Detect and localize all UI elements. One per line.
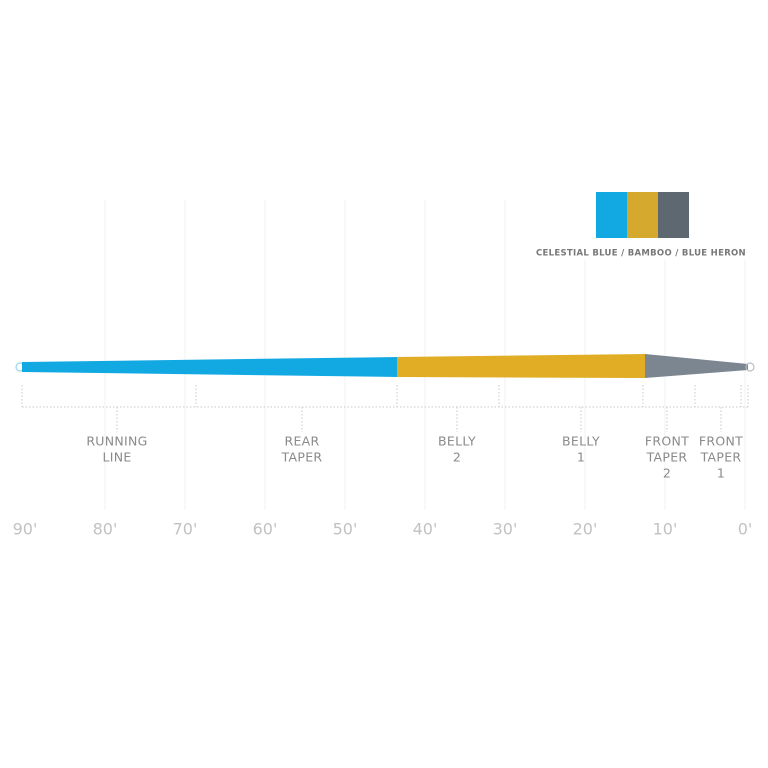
color-swatches: [596, 192, 689, 238]
legend-label: CELESTIAL BLUE / BAMBOO / BLUE HERON: [536, 249, 746, 259]
section-label: 1: [577, 450, 585, 465]
section-label: RUNNING: [86, 434, 147, 449]
section-label: FRONT: [699, 434, 743, 449]
section-label: BELLY: [562, 434, 600, 449]
distance-label: 20': [573, 520, 598, 539]
section-label: FRONT: [645, 434, 689, 449]
distance-label: 50': [333, 520, 358, 539]
section-label: LINE: [102, 450, 131, 465]
distance-label: 70': [173, 520, 198, 539]
section-label: TAPER: [646, 450, 688, 465]
distance-label: 30': [493, 520, 518, 539]
grid: [104, 200, 746, 510]
section-label: BELLY: [438, 434, 476, 449]
section-label: TAPER: [281, 450, 323, 465]
distance-label: 80': [93, 520, 118, 539]
section-label: 2: [663, 466, 671, 481]
distance-label: 40': [413, 520, 438, 539]
distance-label: 10': [653, 520, 678, 539]
bracket: [21, 385, 749, 408]
section-label: REAR: [284, 434, 319, 449]
section-label: 1: [717, 466, 725, 481]
section-label: TAPER: [700, 450, 742, 465]
section-label: 2: [453, 450, 461, 465]
distance-label: 90': [13, 520, 38, 539]
distance-label: 0': [738, 520, 753, 539]
distance-label: 60': [253, 520, 278, 539]
fly-line: [15, 354, 755, 378]
